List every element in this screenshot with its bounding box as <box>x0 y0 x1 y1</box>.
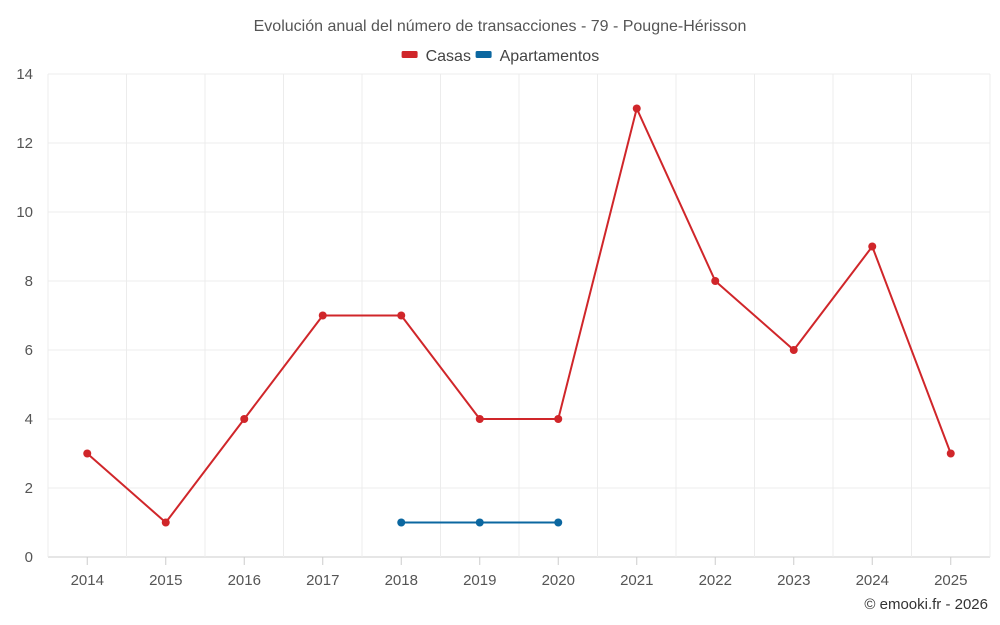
data-point-casas <box>946 449 955 458</box>
data-point-casas <box>240 415 249 423</box>
data-point-apartamentos <box>397 518 406 527</box>
axes: 0 2 4 6 8 10 12 14 2014 2015 2016 2017 2018 2019 2020 2… <box>16 66 967 589</box>
series-line-casas <box>86 107 952 524</box>
x-tick-label: 2014 <box>71 572 104 589</box>
grid <box>47 73 991 558</box>
x-tick-label: 2020 <box>542 572 575 589</box>
data-point-casas <box>397 311 406 320</box>
y-tick-label: 6 <box>25 342 33 359</box>
y-tick-label: 10 <box>16 204 33 221</box>
credit-text: © emooki.fr - 2026 <box>864 596 988 613</box>
series-casas <box>83 104 955 527</box>
legend-label-apartamentos: Apartamentos <box>500 48 600 65</box>
x-tick-label: 2024 <box>856 572 889 589</box>
data-point-casas <box>475 415 484 423</box>
x-tick-label: 2023 <box>777 572 810 589</box>
y-tick-label: 4 <box>25 411 33 428</box>
x-tick-label: 2016 <box>228 572 261 589</box>
x-tick-label: 2025 <box>934 572 967 589</box>
data-point-casas <box>83 449 92 458</box>
x-tick-label: 2019 <box>463 572 496 589</box>
data-point-apartamentos <box>554 518 563 527</box>
data-point-casas <box>632 104 641 113</box>
y-tick-label: 14 <box>16 66 33 83</box>
x-tick-label: 2017 <box>306 572 339 589</box>
chart-title: Evolución anual del número de transaccio… <box>254 18 747 35</box>
x-tick-label: 2021 <box>620 572 653 589</box>
data-point-casas <box>711 277 720 285</box>
data-point-casas <box>161 518 170 527</box>
data-point-apartamentos <box>475 518 484 527</box>
legend-swatch-apartamentos <box>475 51 492 58</box>
x-tick-label: 2015 <box>149 572 182 589</box>
data-point-casas <box>554 415 563 423</box>
data-point-casas <box>789 346 798 354</box>
x-tick-label: 2018 <box>385 572 418 589</box>
series-layer <box>83 104 955 527</box>
legend-item-apartamentos: Apartamentos <box>475 48 600 65</box>
legend-item-casas: Casas <box>401 48 471 65</box>
legend-label-casas: Casas <box>426 48 471 65</box>
data-point-casas <box>318 311 327 320</box>
y-tick-label: 8 <box>25 273 33 290</box>
y-tick-label: 2 <box>25 480 33 497</box>
data-point-casas <box>868 242 877 251</box>
y-tick-label: 12 <box>16 135 33 152</box>
series-apartamentos <box>397 518 563 527</box>
y-tick-label: 0 <box>25 549 33 566</box>
legend-swatch-casas <box>401 51 418 58</box>
legend: Casas Apartamentos <box>401 48 600 65</box>
x-tick-label: 2022 <box>699 572 732 589</box>
